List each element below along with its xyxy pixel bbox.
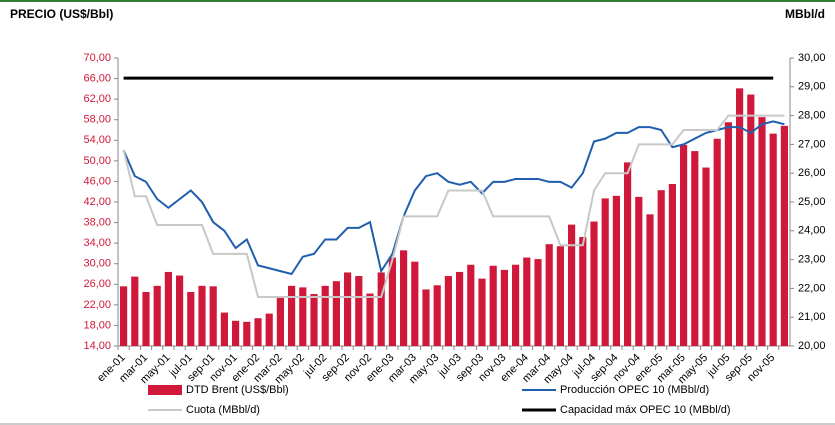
bar xyxy=(288,285,296,346)
bar xyxy=(545,244,553,346)
legend-label: DTD Brent (US$/Bbl) xyxy=(186,384,289,396)
y2-tick-label: 28,00 xyxy=(798,110,826,122)
bar xyxy=(478,278,486,346)
y2-tick-label: 27,00 xyxy=(798,138,826,150)
bar xyxy=(780,125,788,346)
bar xyxy=(713,138,721,346)
line xyxy=(122,114,785,299)
bar xyxy=(332,281,340,346)
bar xyxy=(142,292,150,346)
y-tick-label: 14,00 xyxy=(83,340,111,352)
bar xyxy=(187,292,195,346)
bar xyxy=(668,184,676,346)
y2-tick-label: 23,00 xyxy=(798,254,826,266)
bar xyxy=(176,275,184,346)
legend-swatch xyxy=(148,385,182,395)
bar xyxy=(209,286,217,346)
bar xyxy=(366,293,374,346)
bar xyxy=(232,320,240,346)
legend-label: Capacidad máx OPEC 10 (MBbl/d) xyxy=(560,404,731,416)
y-tick-label: 38,00 xyxy=(83,216,111,228)
bar xyxy=(299,287,307,346)
y2-tick-label: 26,00 xyxy=(798,167,826,179)
bar xyxy=(276,296,284,346)
bar xyxy=(388,257,396,346)
bar xyxy=(198,285,206,346)
y2-tick-label: 24,00 xyxy=(798,225,826,237)
bar xyxy=(456,271,464,346)
y-tick-label: 54,00 xyxy=(83,134,111,146)
bar xyxy=(691,151,699,346)
y2-tick-label: 20,00 xyxy=(798,340,826,352)
bar xyxy=(758,117,766,347)
bar xyxy=(724,122,732,347)
y-tick-label: 62,00 xyxy=(83,93,111,105)
y-tick-label: 34,00 xyxy=(83,237,111,249)
bar xyxy=(635,196,643,346)
bar xyxy=(243,321,251,346)
bar xyxy=(500,269,508,346)
bar xyxy=(467,264,475,346)
bar xyxy=(769,133,777,346)
bar xyxy=(680,144,688,346)
y-tick-label: 46,00 xyxy=(83,175,111,187)
bar xyxy=(153,285,161,346)
y-tick-label: 50,00 xyxy=(83,155,111,167)
bar xyxy=(355,276,363,346)
bar xyxy=(624,162,632,346)
bar xyxy=(736,88,744,346)
y2-tick-label: 29,00 xyxy=(798,81,826,93)
bar xyxy=(120,286,128,346)
y-tick-label: 66,00 xyxy=(83,72,111,84)
bar xyxy=(433,285,441,346)
y-tick-label: 26,00 xyxy=(83,278,111,290)
chart-title: PRECIO (US$/Bbl) xyxy=(10,7,113,21)
bar xyxy=(568,224,576,346)
bar xyxy=(131,276,139,346)
y-tick-label: 18,00 xyxy=(83,319,111,331)
y2-tick-label: 25,00 xyxy=(798,196,826,208)
bar xyxy=(310,294,318,346)
bar xyxy=(254,318,262,346)
bar xyxy=(164,271,172,346)
bar xyxy=(489,265,497,346)
legend-label: Producción OPEC 10 (MBbl/d) xyxy=(560,384,709,396)
bar xyxy=(657,190,665,346)
line xyxy=(122,120,785,276)
bar xyxy=(523,257,531,346)
bar xyxy=(579,236,587,346)
bar xyxy=(590,221,598,346)
y-tick-label: 22,00 xyxy=(83,299,111,311)
bar xyxy=(265,313,273,346)
bar xyxy=(411,261,419,346)
y2-tick-label: 30,00 xyxy=(798,52,826,64)
y-tick-label: 30,00 xyxy=(83,258,111,270)
y-tick-label: 42,00 xyxy=(83,196,111,208)
y2-title: MBbl/d xyxy=(785,7,825,21)
y2-tick-label: 21,00 xyxy=(798,311,826,323)
y-tick-label: 58,00 xyxy=(83,114,111,126)
bar xyxy=(747,94,755,346)
bar xyxy=(646,214,654,346)
bar xyxy=(512,264,520,346)
y2-tick-label: 22,00 xyxy=(798,282,826,294)
bar xyxy=(377,272,385,346)
bar xyxy=(534,259,542,346)
bar xyxy=(444,276,452,346)
bar xyxy=(612,195,620,346)
top-border xyxy=(0,0,835,2)
bar xyxy=(422,289,430,346)
bar xyxy=(344,272,352,346)
legend-label: Cuota (MBbl/d) xyxy=(186,404,260,416)
bar xyxy=(702,167,710,346)
bar xyxy=(601,198,609,346)
bar xyxy=(321,285,329,346)
bar xyxy=(556,246,564,346)
bar xyxy=(400,250,408,346)
bar xyxy=(220,312,228,346)
y-tick-label: 70,00 xyxy=(83,52,111,64)
